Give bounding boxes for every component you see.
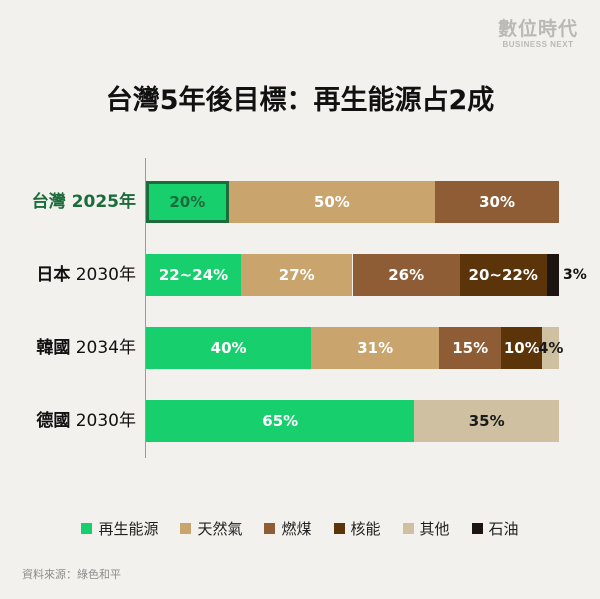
bar-segment: 15% [439,327,502,369]
category-country: 台灣 [31,192,66,212]
data-label: 31% [357,339,394,357]
data-label: 35% [468,412,505,430]
legend-swatch [402,523,414,534]
bar-segment: 10% [501,327,543,369]
category-country: 韓國 [36,338,71,358]
legend-item: 再生能源 [81,518,158,539]
bar-segment: 4% [538,327,563,369]
brand-logo: 數位時代 BUSINESS NEXT [498,18,578,49]
bar-segment [546,254,559,296]
data-label: 65% [262,412,299,430]
data-label: 26% [388,266,425,284]
chart-title: 台灣5年後目標：再生能源占2成 [105,85,495,116]
legend-item: 天然氣 [180,518,242,539]
data-label: 4% [538,339,564,357]
data-label: 27% [278,266,315,284]
legend-label: 天然氣 [197,520,243,538]
y-axis-line [145,158,146,458]
legend-label: 核能 [350,520,381,538]
legend-swatch [81,523,93,534]
category-year: 2030年 [75,411,136,431]
category-country: 日本 [36,265,71,285]
data-label: 40% [210,339,247,357]
legend-label: 石油 [488,520,519,538]
bar-segment: 65% [146,400,415,442]
legend-item: 石油 [471,518,519,539]
legend-item: 其他 [402,518,450,539]
category-label: 韓國 2034年 [0,328,136,368]
data-label: 15% [452,339,489,357]
legend-item: 燃煤 [264,518,312,539]
legend-swatch [333,523,345,534]
data-label: 22~24% [158,266,229,284]
category-label: 日本 2030年 [0,255,136,295]
category-year: 2025年 [71,192,136,212]
bar-segment: 20% [146,181,229,223]
data-label: 10% [503,339,540,357]
category-country: 德國 [36,411,71,431]
logo-main-text: 數位時代 [497,18,578,40]
bar-segment: 50% [228,181,436,223]
legend-swatch [471,523,483,534]
source-note: 資料來源：綠色和平 [22,568,121,581]
category-label: 德國 2030年 [0,401,136,441]
bar-segment: 27% [240,254,353,296]
legend-label: 再生能源 [98,520,159,538]
legend-item: 核能 [333,518,381,539]
data-label: 30% [479,193,515,211]
bar-segment: 31% [311,327,440,369]
category-label: 台灣 2025年 [0,182,136,222]
logo-sub-text: BUSINESS NEXT [502,40,574,49]
bar-segment: 40% [146,327,312,369]
data-label: 20% [169,193,206,211]
legend-swatch [264,523,276,534]
data-label: 20~22% [468,266,538,284]
bar-segment: 35% [414,400,559,442]
legend-label: 燃煤 [281,520,312,538]
category-year: 2034年 [75,338,136,358]
bar-segment: 30% [435,181,559,223]
data-label: 50% [313,193,350,211]
chart-legend: 再生能源 天然氣 燃煤 核能 其他 石油 [0,518,600,539]
data-label: 3% [563,267,587,283]
legend-swatch [180,523,192,534]
bar-segment: 20~22% [459,254,547,296]
legend-label: 其他 [419,520,450,538]
bar-segment: 22~24% [146,254,241,296]
category-year: 2030年 [75,265,136,285]
bar-segment: 26% [352,254,460,296]
